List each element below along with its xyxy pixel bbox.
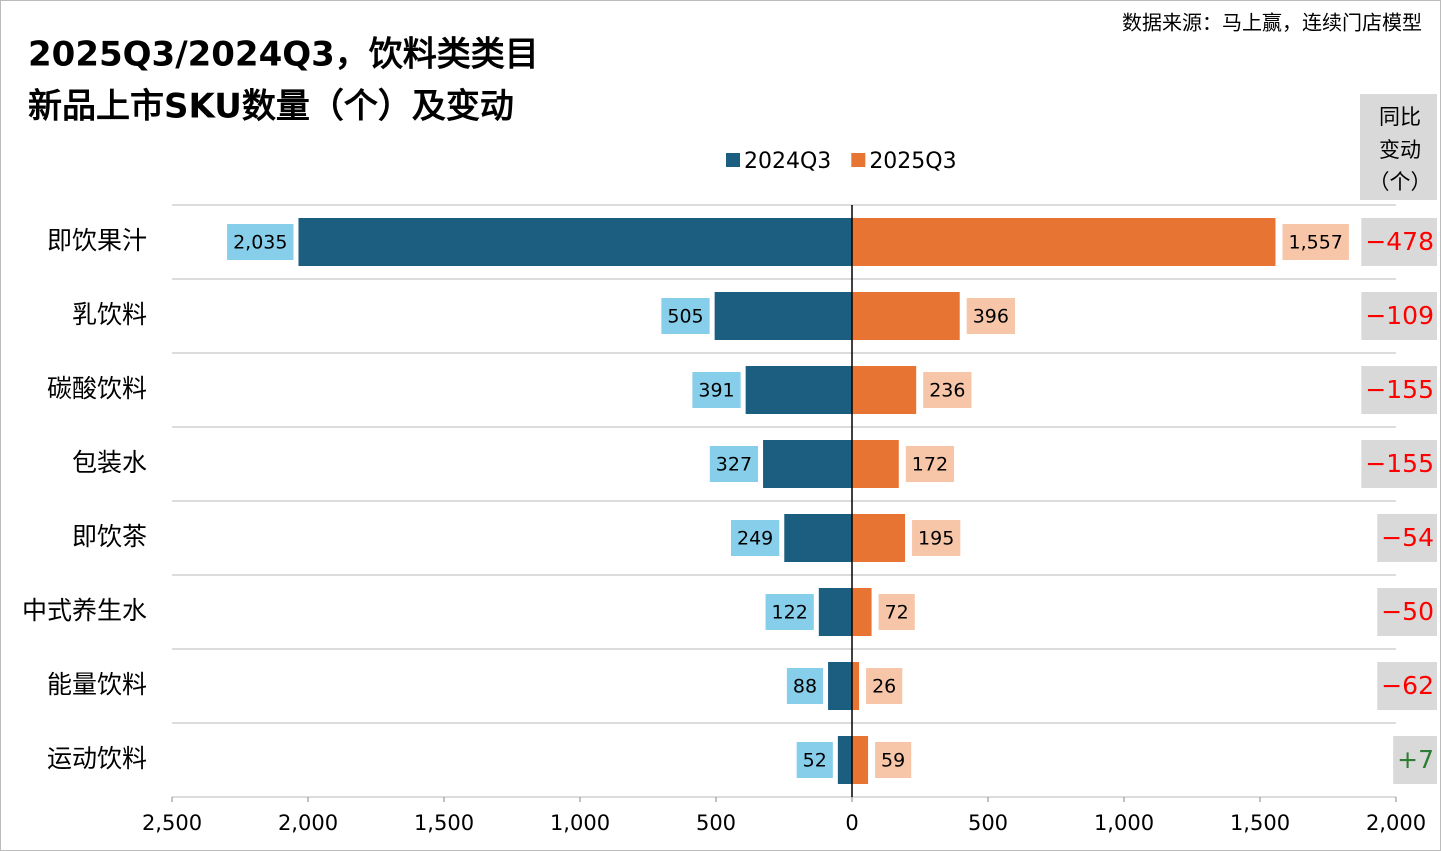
bar — [852, 292, 960, 340]
value-label-box — [731, 520, 780, 556]
category-label: 运动饮料 — [47, 744, 147, 773]
change-value: −155 — [1365, 449, 1434, 478]
bar — [828, 662, 852, 710]
legend-label: 2025Q3 — [869, 149, 956, 174]
bar — [852, 514, 906, 562]
change-header-box — [1360, 94, 1437, 200]
change-box — [1361, 218, 1437, 266]
x-tick-label: 500 — [696, 811, 736, 835]
change-box — [1377, 662, 1437, 710]
value-label-box — [227, 224, 294, 260]
change-value: −62 — [1381, 671, 1434, 700]
value-label-box — [878, 594, 915, 630]
value-label-box — [966, 298, 1015, 334]
value-label-box — [875, 742, 912, 778]
value-label: 327 — [716, 454, 752, 476]
value-label: 88 — [793, 676, 817, 698]
value-label: 195 — [918, 528, 954, 550]
x-tick-label: 2,000 — [1366, 811, 1426, 835]
value-label: 505 — [667, 306, 703, 328]
change-box — [1361, 366, 1437, 414]
value-label: 59 — [881, 750, 905, 772]
bar — [852, 218, 1276, 266]
value-label-box — [912, 520, 961, 556]
change-box — [1377, 514, 1437, 562]
legend-swatch — [726, 153, 740, 167]
change-box — [1377, 588, 1437, 636]
change-box — [1361, 440, 1437, 488]
value-label: 396 — [973, 306, 1009, 328]
value-label-box — [786, 668, 824, 704]
value-label-box — [709, 446, 759, 482]
value-label: 26 — [872, 676, 896, 698]
x-tick-label: 1,500 — [414, 811, 474, 835]
category-label: 能量饮料 — [47, 670, 147, 699]
value-label: 122 — [772, 602, 808, 624]
value-label-box — [661, 298, 710, 334]
category-label: 包装水 — [72, 448, 147, 477]
category-label: 碳酸饮料 — [47, 374, 147, 403]
bar — [837, 736, 852, 784]
bar — [818, 588, 852, 636]
source-note: 数据来源：马上赢，连续门店模型 — [1122, 11, 1422, 35]
value-label: 52 — [803, 750, 827, 772]
change-value: −54 — [1381, 523, 1434, 552]
category-label: 即饮茶 — [72, 522, 147, 551]
change-value: −478 — [1365, 227, 1434, 256]
bar — [784, 514, 852, 562]
x-tick-label: 1,500 — [1230, 811, 1290, 835]
x-tick-label: 2,000 — [278, 811, 338, 835]
change-header: （个） — [1369, 170, 1432, 194]
change-value: −109 — [1365, 301, 1434, 330]
x-tick-label: 1,000 — [550, 811, 610, 835]
value-label-box — [1282, 224, 1349, 260]
bar — [852, 662, 860, 710]
legend-swatch — [851, 153, 866, 167]
change-value: −50 — [1381, 597, 1434, 626]
change-box — [1393, 736, 1437, 784]
value-label-box — [905, 446, 955, 482]
x-tick-label: 500 — [968, 811, 1008, 835]
bar — [298, 218, 853, 266]
change-value: +7 — [1397, 745, 1434, 774]
value-label-box — [923, 372, 972, 408]
value-label-box — [692, 372, 741, 408]
bar — [852, 440, 899, 488]
category-label: 中式养生水 — [22, 596, 147, 625]
value-label: 249 — [737, 528, 773, 550]
value-label-box — [796, 742, 833, 778]
x-tick-label: 0 — [845, 811, 858, 835]
chart-title: 新品上市SKU数量（个）及变动 — [28, 87, 514, 127]
bar — [745, 366, 852, 414]
change-header: 同比 — [1379, 105, 1421, 129]
bar — [763, 440, 852, 488]
legend-label: 2024Q3 — [744, 149, 831, 174]
change-box — [1361, 292, 1437, 340]
value-label: 1,557 — [1289, 232, 1343, 254]
value-label-box — [765, 594, 814, 630]
x-tick-label: 2,500 — [142, 811, 202, 835]
change-header: 变动 — [1379, 138, 1421, 162]
x-tick-label: 1,000 — [1094, 811, 1154, 835]
value-label: 172 — [912, 454, 948, 476]
category-label: 乳饮料 — [72, 300, 147, 329]
value-label: 72 — [885, 602, 909, 624]
category-label: 即饮果汁 — [47, 226, 147, 255]
change-value: −155 — [1365, 375, 1434, 404]
chart-title: 2025Q3/2024Q3，饮料类类目 — [28, 35, 539, 75]
bar — [852, 736, 869, 784]
value-label-box — [866, 668, 903, 704]
bar — [852, 366, 917, 414]
value-label: 2,035 — [233, 232, 287, 254]
value-label: 391 — [698, 380, 734, 402]
bar — [852, 588, 872, 636]
value-label: 236 — [929, 380, 965, 402]
bar — [714, 292, 852, 340]
